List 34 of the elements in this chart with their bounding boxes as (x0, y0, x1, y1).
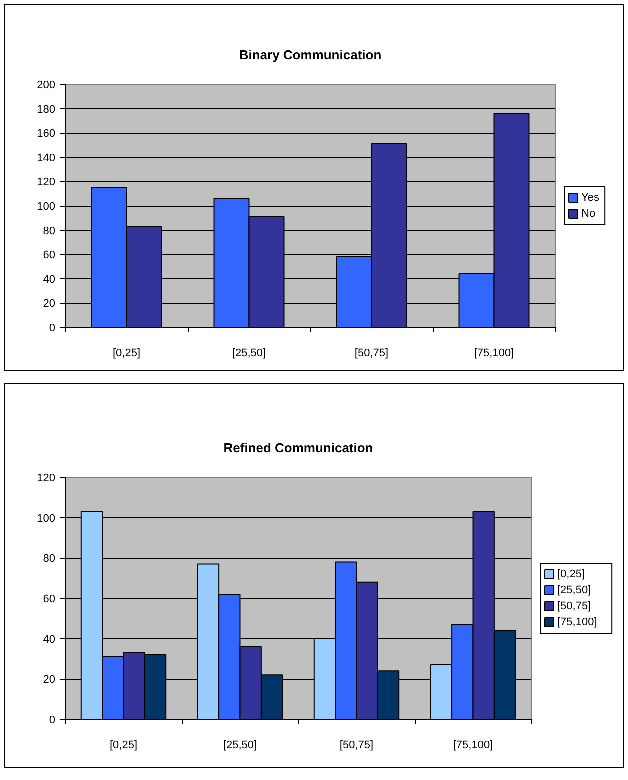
y-tick-label: 0 (49, 714, 56, 726)
legend-label: [50,75] (558, 600, 592, 612)
x-tick-label: [75,100] (474, 348, 514, 360)
y-tick-label: 60 (43, 594, 56, 606)
x-tick-label: [50,75] (354, 348, 389, 360)
legend-label: No (582, 208, 596, 220)
y-tick-label: 0 (49, 322, 56, 334)
y-tick-label: 140 (37, 152, 56, 164)
y-tick-label: 80 (43, 553, 56, 566)
legend-label: [75,100] (558, 616, 598, 628)
x-tick-label: [0,25] (110, 740, 138, 752)
y-tick-label: 100 (37, 201, 56, 213)
y-tick-label: 80 (43, 225, 56, 238)
y-tick-label: 180 (37, 104, 56, 116)
legend-label: [0,25] (558, 568, 586, 580)
x-tick-label: [25,50] (232, 348, 266, 360)
x-tick-label: [50,75] (340, 740, 374, 752)
x-tick-label: [25,50] (223, 740, 258, 752)
chart-title: Refined Communication (224, 440, 374, 456)
y-tick-label: 40 (43, 274, 56, 286)
y-tick-label: 20 (43, 674, 56, 686)
y-tick-label: 20 (43, 298, 56, 310)
y-tick-label: 200 (37, 80, 56, 92)
y-tick-label: 160 (37, 128, 56, 140)
y-tick-label: 100 (37, 512, 56, 525)
x-tick-label: [0,25] (112, 348, 141, 360)
chart-title: Binary Communication (239, 48, 382, 62)
legend-label: Yes (582, 192, 600, 204)
y-tick-label: 120 (37, 472, 56, 484)
x-tick-label: [75,100] (453, 740, 494, 752)
y-tick-label: 40 (43, 634, 56, 646)
y-tick-label: 120 (37, 176, 56, 189)
y-tick-label: 60 (43, 250, 56, 262)
legend-label: [25,50] (558, 584, 592, 596)
